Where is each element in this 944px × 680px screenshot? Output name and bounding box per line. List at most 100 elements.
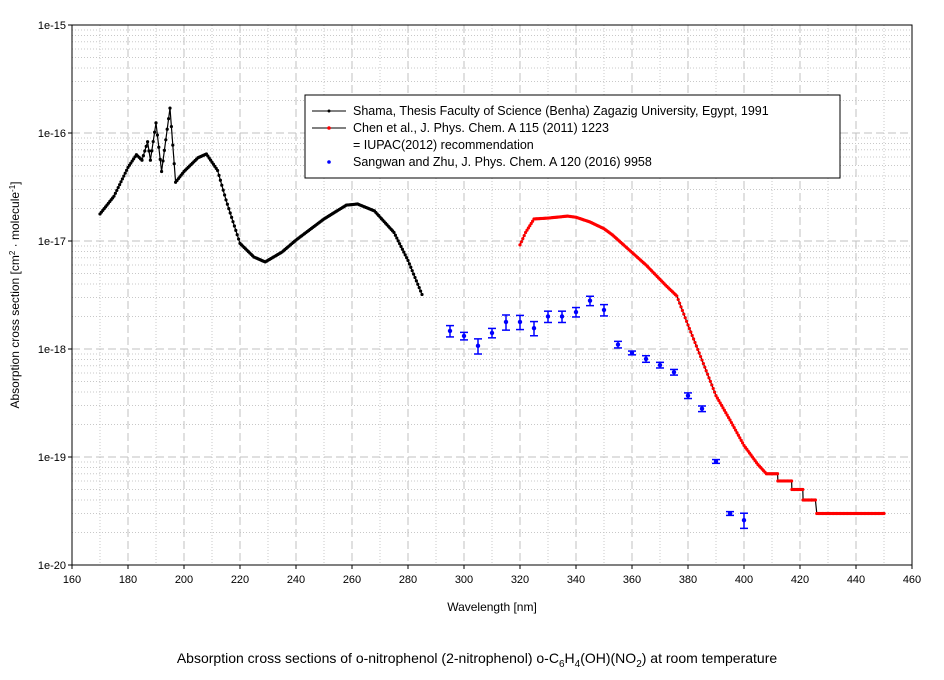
data-point (393, 233, 397, 237)
x-tick-label: 260 (343, 574, 361, 586)
data-point (221, 188, 225, 192)
data-point (721, 406, 725, 410)
data-point (409, 265, 413, 269)
data-point (172, 162, 176, 166)
data-point (728, 418, 732, 422)
data-point (711, 386, 715, 391)
y-axis: 1e-20 1e-19 1e-18 1e-17 1e-16 1e-15 (38, 20, 72, 572)
data-point (741, 517, 747, 523)
data-point (167, 117, 171, 121)
data-point (882, 511, 886, 516)
data-point (414, 279, 418, 283)
data-point (689, 330, 693, 334)
data-point (704, 369, 708, 373)
y-tick-label: 1e-19 (38, 452, 66, 464)
data-point (657, 362, 663, 368)
data-point (545, 314, 551, 319)
data-point (475, 343, 481, 349)
data-point (729, 420, 734, 425)
x-tick-label: 320 (511, 574, 529, 586)
data-point (153, 130, 157, 134)
data-point (147, 149, 151, 153)
data-point (685, 393, 691, 398)
data-point (699, 406, 705, 411)
data-point (715, 396, 720, 400)
x-tick-label: 220 (231, 574, 249, 586)
data-point (676, 297, 680, 302)
data-point (413, 275, 417, 280)
data-point (521, 237, 525, 241)
data-point (160, 169, 164, 174)
data-point (643, 356, 649, 362)
x-tick-label: 200 (175, 574, 193, 586)
data-point (518, 243, 522, 247)
data-point (218, 178, 222, 182)
data-point (225, 202, 229, 206)
legend-marker-sangwan (327, 160, 331, 164)
data-point (398, 242, 402, 246)
data-point (406, 258, 410, 263)
data-point (790, 479, 794, 483)
chart-caption: Absorption cross sections of o-nitrophen… (177, 650, 778, 670)
data-point (395, 236, 399, 240)
data-point (144, 144, 148, 148)
data-point (234, 228, 238, 232)
data-point (116, 185, 120, 190)
data-point (148, 158, 152, 162)
data-point (703, 365, 707, 369)
data-point (522, 233, 526, 238)
data-point (675, 294, 679, 298)
data-point (162, 148, 166, 152)
data-point (701, 362, 706, 366)
data-point (410, 269, 414, 273)
data-point (741, 441, 745, 445)
data-point (230, 215, 234, 219)
series-1 (518, 214, 886, 516)
x-tick-label: 420 (791, 574, 809, 586)
data-point (519, 240, 524, 244)
data-point (122, 174, 126, 178)
data-point (223, 193, 227, 197)
series-2 (446, 295, 748, 530)
series-line (519, 215, 884, 515)
data-point (573, 309, 579, 315)
data-point (115, 188, 119, 193)
data-point (697, 351, 701, 355)
data-point (461, 333, 467, 339)
x-axis-label: Wavelength [nm] (447, 600, 537, 614)
y-tick-label: 1e-18 (38, 344, 66, 356)
data-point (165, 127, 169, 131)
data-point (224, 198, 228, 202)
y-tick-label: 1e-15 (38, 20, 66, 32)
data-point (419, 289, 423, 293)
data-point (714, 394, 718, 398)
x-tick-label: 440 (847, 574, 865, 586)
x-tick-label: 240 (287, 574, 305, 586)
data-point (171, 143, 175, 147)
legend-label-chen: Chen et al., J. Phys. Chem. A 115 (2011)… (353, 121, 609, 135)
data-point (629, 350, 635, 356)
data-point (722, 408, 727, 412)
legend-marker-shama (327, 109, 331, 113)
data-point (417, 286, 421, 290)
data-point (735, 431, 739, 435)
data-point (420, 292, 424, 297)
data-point (708, 379, 713, 384)
data-point (776, 472, 780, 476)
plot-frame (71, 24, 913, 566)
data-point (396, 239, 400, 243)
data-point (559, 314, 565, 319)
data-point (685, 319, 689, 323)
data-point (720, 403, 724, 407)
data-point (113, 191, 117, 195)
data-point (601, 307, 607, 313)
x-tick-label: 380 (679, 574, 697, 586)
data-point (700, 358, 704, 362)
data-point (125, 168, 129, 172)
data-point (392, 230, 396, 235)
data-point (141, 153, 145, 158)
data-point (227, 207, 231, 211)
data-point (220, 183, 224, 187)
data-point (237, 237, 241, 241)
